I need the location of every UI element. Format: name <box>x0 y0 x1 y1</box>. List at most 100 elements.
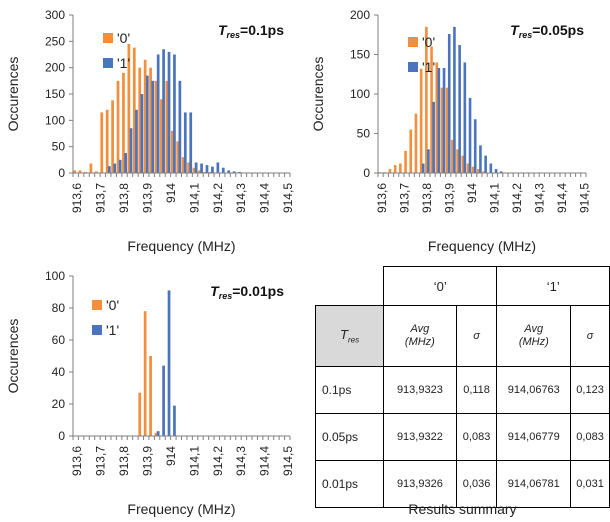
bar-one <box>238 171 241 173</box>
bar-zero <box>203 171 207 173</box>
bar-zero <box>160 99 163 173</box>
x-tick-label: 913,8 <box>117 446 131 476</box>
y-tick-label: 150 <box>350 48 370 62</box>
bar-one <box>189 112 193 173</box>
summary-caption: Results summary <box>408 501 517 517</box>
x-tick-label: 914,4 <box>555 183 569 213</box>
bar-one <box>211 166 214 173</box>
avg-header-one: Avg (MHz) <box>496 305 572 367</box>
bar-one <box>447 33 451 174</box>
bar-one <box>484 155 487 173</box>
x-tick-label: 914,1 <box>187 183 201 213</box>
bar-one <box>140 94 144 173</box>
y-tick-label: 60 <box>52 333 66 347</box>
bar-one <box>463 62 467 173</box>
avg-zero-cell: 913,9323 <box>383 366 457 414</box>
bar-one <box>162 49 165 173</box>
x-axis-title: Frequency (MHz) <box>428 238 536 254</box>
y-tick-label: 250 <box>45 34 65 48</box>
bar-zero <box>89 163 93 173</box>
x-tick-label: 913,8 <box>117 183 131 213</box>
sigma-one-cell: 0,083 <box>570 413 610 461</box>
y-axis-title: Occurences <box>5 319 21 394</box>
bar-zero <box>192 167 196 173</box>
bar-one <box>107 166 111 173</box>
avg-one-cell: 914,06779 <box>496 413 572 461</box>
legend-label: '0' <box>117 30 130 46</box>
bar-one <box>437 67 441 173</box>
tres-annotation: Tres=0.1ps <box>218 22 284 40</box>
x-tick-label: 914,1 <box>187 446 201 476</box>
bar-zero <box>122 72 125 173</box>
bar-zero <box>181 157 185 173</box>
legend-label: '0' <box>106 297 119 313</box>
bar-zero <box>208 171 212 173</box>
bar-zero <box>482 171 485 173</box>
bar-one <box>216 162 220 173</box>
y-tick-label: 150 <box>45 87 65 101</box>
bar-zero <box>466 163 470 173</box>
legend-swatch-zero <box>103 33 113 43</box>
y-tick-label: 100 <box>45 113 65 127</box>
bar-zero <box>445 87 449 173</box>
bar-one <box>118 159 122 173</box>
bar-zero <box>84 171 87 173</box>
table-row: 0.05ps 913,9322 0,083 914,06779 0,083 <box>314 413 610 461</box>
bar-zero <box>393 165 397 173</box>
histogram-tres-0p01: 0 20 40 60 80 100 Occurences 913,6 913,7 913,8 913… <box>5 269 295 517</box>
x-tick-label: 914,3 <box>234 446 248 476</box>
x-tick-label: 914 <box>164 183 178 203</box>
legend-swatch-zero <box>408 37 418 47</box>
x-tick-label: 914,2 <box>211 446 225 476</box>
bar-one <box>499 171 503 173</box>
x-axis-title: Frequency (MHz) <box>127 501 235 517</box>
y-tick-label: 200 <box>45 61 65 75</box>
avg-one-cell: 914,06781 <box>496 460 572 508</box>
bar-zero <box>154 80 158 173</box>
y-tick-label: 200 <box>350 8 370 22</box>
legend-label: '1' <box>117 55 130 71</box>
row-label: 0.1ps <box>314 366 385 414</box>
bar-one <box>124 152 127 173</box>
bar-one <box>427 149 430 173</box>
bar-zero <box>440 87 444 173</box>
bar-one <box>494 169 498 173</box>
legend-swatch-one <box>92 325 102 335</box>
legend-label: '1' <box>106 322 119 338</box>
x-tick-label: 913,7 <box>397 183 411 213</box>
bar-one <box>113 163 117 173</box>
bar-zero <box>451 139 454 173</box>
row-label: 0.05ps <box>314 413 385 461</box>
avg-header-zero: Avg (MHz) <box>383 305 457 367</box>
avg-one-cell: 914,06763 <box>496 366 572 414</box>
bar-zero <box>78 170 82 173</box>
x-tick-label: 914 <box>465 183 479 203</box>
x-axis-title: Frequency (MHz) <box>127 238 235 254</box>
results-summary: ‘0’ ‘1’ Tres Avg (MHz) σ Avg (MHz) σ 0.1ps… <box>314 266 610 522</box>
bar-one <box>173 405 176 436</box>
bar-zero <box>143 59 147 174</box>
avg-zero-cell: 913,9326 <box>383 460 457 508</box>
bar-zero <box>456 149 459 173</box>
x-tick-label: 913,9 <box>140 446 154 476</box>
bar-one <box>473 119 477 173</box>
bar-one <box>173 54 176 173</box>
legend-swatch-one <box>103 58 113 68</box>
bar-zero <box>419 68 423 173</box>
x-tick-label: 914,4 <box>258 446 272 476</box>
legend-swatch-one <box>408 62 418 72</box>
bar-one <box>156 431 160 436</box>
bar-zero <box>127 43 131 173</box>
bar-zero <box>149 356 152 436</box>
bar-zero <box>100 112 104 173</box>
legend-label: '1' <box>422 59 435 75</box>
y-axis-title: Occurences <box>5 57 21 132</box>
x-tick-label: 914,3 <box>532 183 546 213</box>
row-header-tres: Tres <box>314 305 385 367</box>
y-tick-label: 20 <box>52 397 66 411</box>
bar-one <box>162 365 165 436</box>
bar-zero <box>165 80 169 173</box>
bar-one <box>167 51 171 173</box>
y-tick-label: 300 <box>45 8 65 22</box>
bar-zero <box>94 171 98 173</box>
